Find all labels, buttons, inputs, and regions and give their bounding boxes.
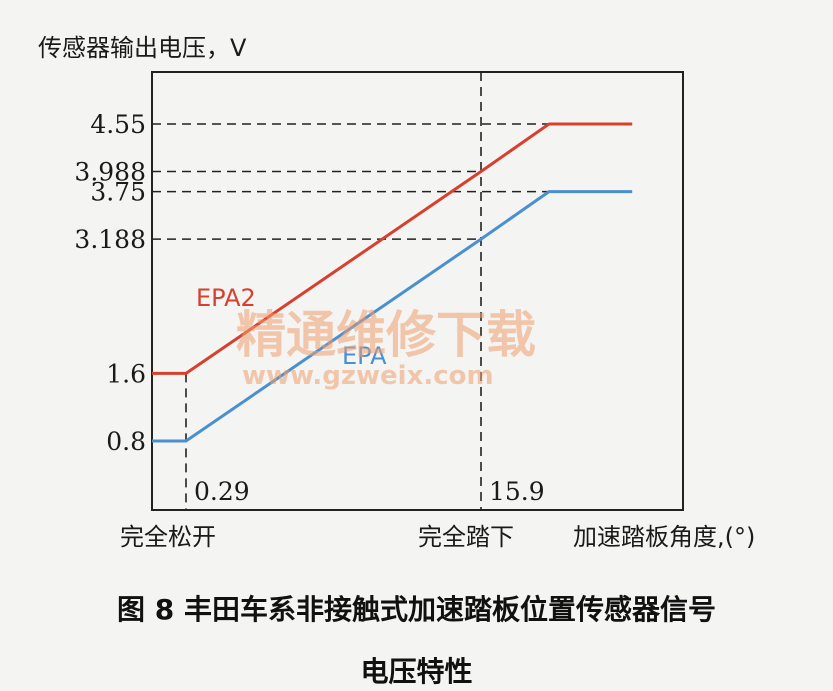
- y-tick-label: 3.188: [74, 225, 146, 254]
- x-axis-label: 加速踏板角度,(°): [573, 523, 755, 551]
- y-axis-label: 传感器输出电压，V: [38, 34, 247, 62]
- y-tick-label: 1.6: [106, 359, 146, 388]
- figure-caption-line1: 图 8 丰田车系非接触式加速踏板位置传感器信号: [117, 593, 716, 626]
- x-tick-labels: 0.29 15.9: [194, 477, 545, 506]
- series-lines: [152, 122, 633, 443]
- y-tick-label: 3.75: [90, 178, 146, 207]
- series-label-epa: EPA: [342, 342, 387, 370]
- series-line-epa: [152, 190, 633, 443]
- figure-caption-line2: 电压特性: [360, 655, 473, 688]
- y-tick-label: 4.55: [90, 110, 146, 139]
- x-tick-label: 15.9: [489, 477, 545, 506]
- watermark-chinese: 精通维修下载: [236, 306, 536, 364]
- x-category-fully-released: 完全松开: [120, 523, 216, 551]
- watermark-url: www.gzweix.com: [242, 361, 494, 391]
- series-line-epa2: [152, 122, 633, 375]
- plot-frame: [151, 71, 684, 511]
- series-label-epa2: EPA2: [196, 284, 256, 312]
- y-tick-label: 3.988: [74, 158, 146, 187]
- y-tick-label: 0.8: [106, 427, 146, 456]
- x-tick-label: 0.29: [194, 477, 250, 506]
- x-category-fully-pressed: 完全踏下: [418, 523, 514, 551]
